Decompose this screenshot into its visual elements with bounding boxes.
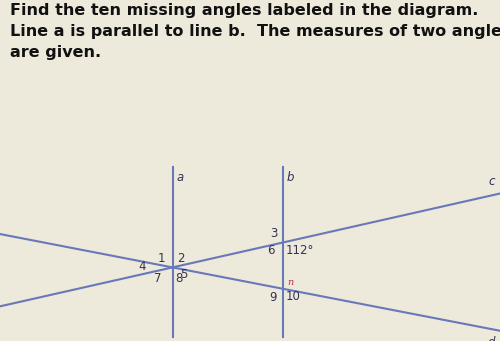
Text: 3: 3 xyxy=(270,227,278,240)
Text: 9: 9 xyxy=(269,291,276,305)
Text: 6: 6 xyxy=(268,244,275,257)
Text: 10: 10 xyxy=(286,290,300,303)
Text: 7: 7 xyxy=(154,272,162,285)
Text: 8: 8 xyxy=(176,272,183,285)
Text: Find the ten missing angles labeled in the diagram.
Line a is parallel to line b: Find the ten missing angles labeled in t… xyxy=(10,3,500,60)
Text: b: b xyxy=(286,171,294,184)
Text: 2: 2 xyxy=(177,252,184,265)
Text: d: d xyxy=(488,336,495,341)
Text: n: n xyxy=(287,278,293,286)
Text: 5: 5 xyxy=(180,268,188,281)
Text: 4: 4 xyxy=(138,261,145,273)
Text: c: c xyxy=(488,175,495,188)
Text: 112°: 112° xyxy=(286,244,314,257)
Text: 1: 1 xyxy=(158,252,165,265)
Text: a: a xyxy=(176,171,184,184)
